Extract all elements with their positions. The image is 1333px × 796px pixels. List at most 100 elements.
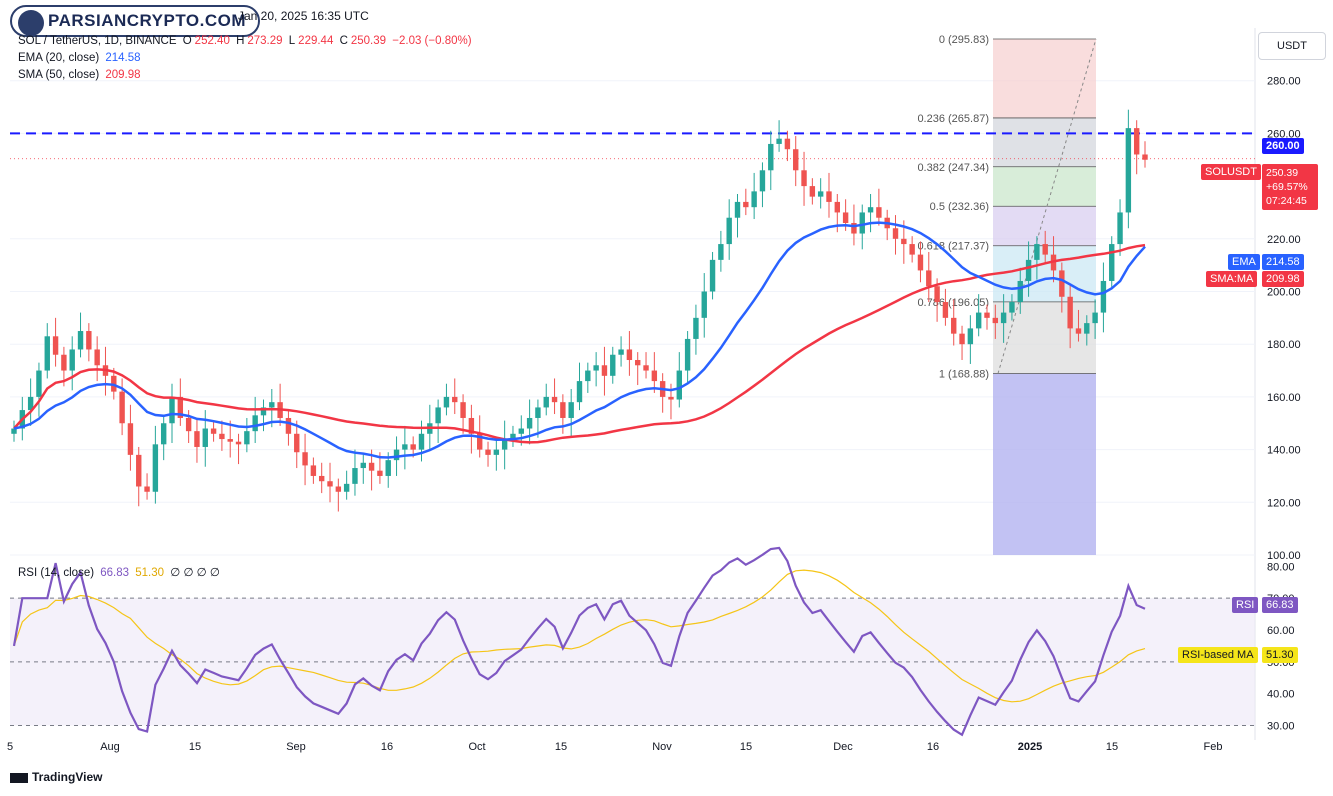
candle-body (784, 138, 791, 150)
candle-body (1000, 312, 1007, 324)
time-tick-label: 16 (381, 741, 393, 753)
change-value: −2.03 (−0.80%) (392, 35, 472, 47)
candle-body (610, 354, 616, 376)
fib-zone (993, 206, 1096, 246)
fib-level-label: 0.5 (232.36) (930, 201, 989, 213)
candle-body (377, 470, 383, 476)
candle-body (335, 486, 342, 492)
site-logo-icon (18, 10, 44, 36)
candle-body (793, 149, 799, 171)
brand-footer[interactable]: TradingView (10, 770, 102, 784)
sma-value-tag: 209.98 (1262, 271, 1304, 287)
candle-body (252, 415, 258, 432)
candle-body (526, 417, 533, 429)
candle-body (892, 228, 899, 239)
candle-body (244, 431, 250, 445)
price-tick-label: 260.00 (1267, 128, 1301, 140)
candle-body (618, 349, 624, 355)
tradingview-logo-icon (10, 772, 28, 783)
price-tick-label: 140.00 (1267, 445, 1301, 457)
rsi-value-tag: 66.83 (1262, 597, 1298, 613)
candle-body (909, 244, 915, 255)
open-label: O (182, 35, 192, 47)
candle-body (1075, 328, 1082, 334)
candle-body (235, 441, 242, 445)
candle-body (576, 381, 583, 403)
candle-body (227, 439, 233, 442)
candle-body (210, 428, 217, 434)
sma-line (13, 243, 1146, 444)
candle-body (52, 336, 59, 355)
candle-body (1142, 154, 1148, 160)
currency-button[interactable]: USDT (1258, 32, 1326, 60)
candle-body (601, 365, 608, 376)
candle-body (352, 468, 358, 484)
candle-body (726, 217, 732, 245)
sma-legend[interactable]: SMA (50, close) 209.98 (18, 69, 144, 81)
symbol-legend[interactable]: SOL / TetherUS, 1D, BINANCE O 252.40 H 273… (18, 35, 475, 47)
candle-body (202, 428, 208, 447)
fib-level-label: 1 (168.88) (939, 369, 989, 381)
close-value: 250.39 (350, 35, 387, 47)
rsi-legend-value: 66.83 (100, 567, 130, 579)
candle-body (518, 428, 524, 434)
candle-body (477, 433, 483, 450)
candle-body (743, 201, 749, 208)
candle-body (768, 143, 774, 171)
fib-zone (993, 245, 1096, 302)
candle-body (127, 423, 134, 455)
candle-body (651, 370, 658, 382)
candle-body (343, 483, 350, 492)
candle-body (402, 444, 408, 450)
candle-body (452, 396, 458, 403)
candle-body (1100, 280, 1107, 313)
fib-zone-lower (993, 373, 1096, 555)
ema-line (13, 221, 1146, 459)
ema-legend-value: 214.58 (105, 52, 141, 64)
candle-body (368, 462, 375, 471)
fib-zone (993, 117, 1096, 167)
candle-body (693, 317, 699, 339)
candle-body (302, 452, 308, 466)
rsi-tick-label: 40.00 (1267, 689, 1295, 701)
candle-body (393, 449, 400, 461)
candle-body (1017, 280, 1023, 303)
rsi-name-tag: RSI (1232, 597, 1259, 613)
ema-legend[interactable]: EMA (20, close) 214.58 (18, 52, 144, 64)
candle-body (1009, 302, 1015, 313)
candle-body (851, 222, 857, 234)
rsi-ma-value-tag: 51.30 (1262, 647, 1298, 663)
rsi-legend-label: RSI (14, close) (18, 567, 95, 579)
candle-body (1092, 312, 1098, 324)
fib-trendline (997, 38, 1097, 374)
candle-body (136, 454, 142, 487)
price-tick-label: 160.00 (1267, 392, 1301, 404)
price-tick-label: 280.00 (1267, 76, 1301, 88)
candle-body (718, 244, 724, 260)
candle-body (926, 270, 932, 287)
candle-body (61, 354, 67, 371)
candle-body (493, 449, 500, 455)
rsi-legend[interactable]: RSI (14, close) 66.83 51.30 ∅ ∅ ∅ ∅ (18, 565, 223, 579)
fib-level-label: 0.382 (247.34) (917, 162, 989, 174)
candle-body (1059, 270, 1065, 297)
candle-body (751, 191, 757, 208)
candle-body (842, 212, 849, 223)
candle-body (11, 428, 17, 434)
fib-level-label: 0.618 (217.37) (917, 241, 989, 253)
candle-body (709, 259, 716, 292)
candle-body (543, 396, 549, 408)
rsi-line (12, 546, 1146, 737)
candle-body (1084, 323, 1090, 334)
ema-legend-label: EMA (20, close) (18, 52, 100, 64)
level-260-tag: 260.00 (1262, 138, 1304, 154)
candle-body (967, 328, 974, 345)
rsi-tick-label: 30.00 (1267, 720, 1295, 732)
time-tick-label: Dec (833, 741, 853, 753)
time-tick-label: Oct (468, 741, 485, 753)
ema-name-tag: EMA (1228, 254, 1260, 270)
time-tick-label: Aug (100, 741, 120, 753)
candle-body (144, 486, 150, 492)
candle-body (185, 417, 192, 432)
